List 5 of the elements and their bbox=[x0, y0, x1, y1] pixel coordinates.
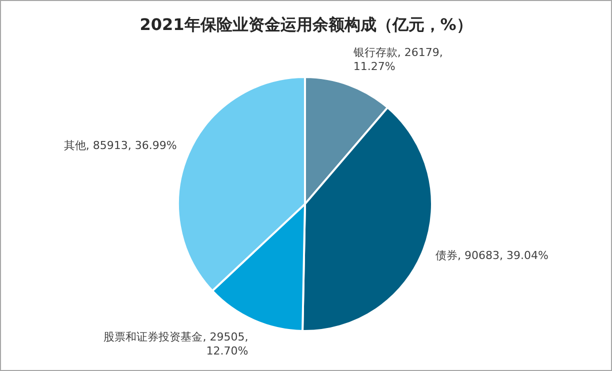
slice-label: 股票和证券投资基金, 29505, 12.70% bbox=[104, 330, 248, 358]
chart-title: 2021年保险业资金运用余额构成（亿元，%） bbox=[140, 15, 472, 34]
slice-label: 其他, 85913, 36.99% bbox=[64, 138, 177, 152]
slice-label: 银行存款, 26179, 11.27% bbox=[352, 46, 443, 74]
slice-label: 债券, 90683, 39.04% bbox=[436, 248, 548, 262]
